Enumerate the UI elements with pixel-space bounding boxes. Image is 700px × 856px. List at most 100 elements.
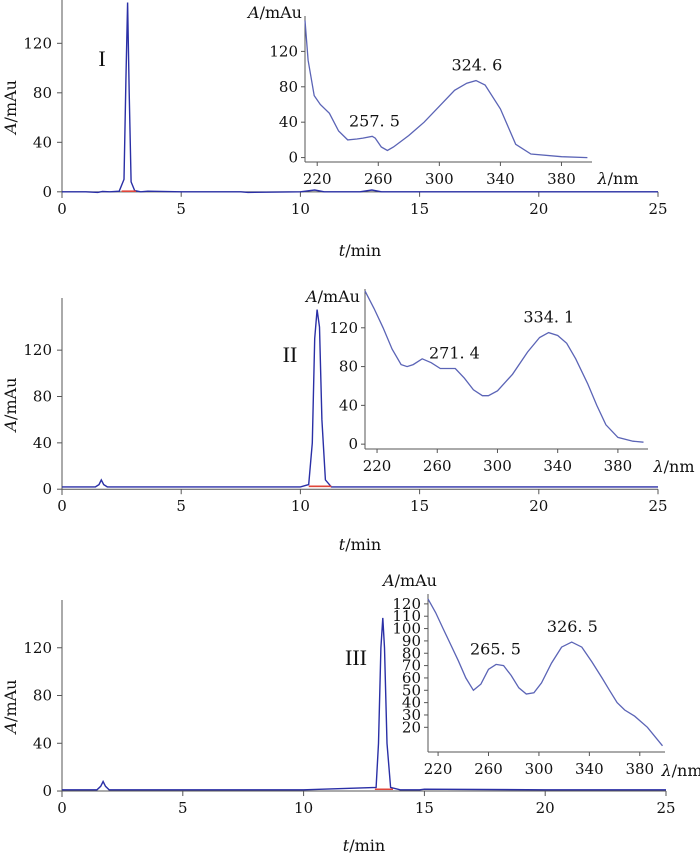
inset-y-axis-title: A/mAu: [246, 3, 302, 22]
x-tick-label: 25: [648, 497, 667, 515]
uv-spectrum-inset: 220 260 300 340 380 2030405060708090100110120…: [381, 571, 700, 780]
inset-y-axis-title-var: A: [304, 287, 318, 306]
x-tick-label: 5: [178, 799, 188, 817]
x-tick-label: 0: [57, 799, 67, 817]
inset-x-tick-label: 380: [547, 170, 576, 188]
inset-x-tick-label: 260: [474, 760, 503, 778]
inset-x-axis-title: λ/nm: [596, 169, 638, 188]
inset-y-tick-label: 20: [402, 718, 421, 736]
inset-x-tick-label: 380: [625, 760, 654, 778]
peak-label: III: [345, 645, 367, 670]
panel-I: 0 5 10 15 20 25 0 40 80 120 t/min A/mAu I 220 260 300 34…: [1, 0, 668, 260]
y-tick-label: 0: [42, 183, 52, 201]
x-tick-label: 5: [176, 200, 186, 218]
y-axis-title: A/mAu: [1, 680, 20, 736]
uv-spectrum-line: [427, 598, 664, 747]
inset-x-tick-label: 220: [424, 760, 453, 778]
y-tick-label: 40: [33, 734, 52, 752]
x-tick-label: 10: [294, 799, 313, 817]
inset-x-axis-title-var: λ: [596, 169, 607, 188]
uv-peak-label: 334. 1: [523, 308, 574, 327]
y-tick-label: 80: [33, 687, 52, 705]
uv-peak-label: 324. 6: [451, 56, 502, 75]
inset-x-tick-label: 380: [604, 457, 633, 475]
inset-x-tick-label: 340: [575, 760, 604, 778]
inset-x-tick-label: 300: [483, 457, 512, 475]
uv-spectrum-line: [364, 290, 644, 443]
y-tick-label: 40: [33, 434, 52, 452]
inset-y-tick-label: 0: [348, 435, 358, 453]
x-axis-title: t/min: [339, 535, 381, 554]
x-tick-label: 15: [410, 200, 429, 218]
inset-y-axis-title-unit: /mAu: [318, 287, 360, 306]
x-axis-title-unit: /min: [345, 241, 381, 260]
x-tick-label: 15: [410, 497, 429, 515]
x-tick-label: 10: [291, 497, 310, 515]
inset-x-tick-label: 300: [525, 760, 554, 778]
inset-y-tick-label: 40: [402, 694, 421, 712]
y-axis-title-var: A: [1, 122, 20, 136]
inset-y-axis-title-unit: /mAu: [260, 3, 302, 22]
y-axis-title-var: A: [1, 722, 20, 736]
y-tick-label: 120: [23, 34, 52, 52]
x-tick-label: 20: [529, 200, 548, 218]
y-axis-title-unit: /mAu: [1, 80, 20, 122]
inset-y-tick-label: 120: [392, 595, 421, 613]
inset-x-axis-title-var: λ: [660, 761, 671, 780]
uv-spectrum-inset: 220 260 300 340 380 0 40 80 120 A/mAu λ/nm 257. 5 32…: [246, 3, 639, 188]
inset-y-axis-title: A/mAu: [304, 287, 360, 306]
inset-y-tick-label: 90: [402, 632, 421, 650]
inset-x-tick-label: 260: [364, 170, 393, 188]
inset-y-tick-label: 80: [402, 644, 421, 662]
inset-x-axis-title-unit: /nm: [608, 169, 639, 188]
inset-y-tick-label: 60: [402, 669, 421, 687]
inset-x-axis-title-unit: /nm: [672, 761, 700, 780]
y-tick-label: 120: [23, 341, 52, 359]
y-tick-label: 0: [42, 782, 52, 800]
y-tick-label: 40: [33, 133, 52, 151]
inset-x-axis-title-unit: /nm: [664, 457, 695, 476]
inset-y-tick-label: 80: [339, 358, 358, 376]
inset-y-tick-label: 50: [402, 681, 421, 699]
uv-spectrum-line: [304, 20, 588, 159]
peak-label: II: [283, 342, 298, 367]
panel-II: 0 5 10 15 20 25 0 40 80 120 t/min A/mAu II 220 260 300 3…: [1, 287, 695, 554]
inset-x-axis-title: λ/nm: [660, 761, 700, 780]
inset-y-tick-label: 120: [329, 319, 358, 337]
uv-peak-label: 326. 5: [547, 617, 598, 636]
inset-y-axis-title-unit: /mAu: [395, 571, 437, 590]
y-axis-title-unit: /mAu: [1, 378, 20, 420]
uv-peak-label: 257. 5: [349, 111, 400, 130]
inset-y-tick-label: 110: [392, 607, 421, 625]
x-axis-title-var: t: [343, 836, 350, 855]
x-tick-label: 10: [291, 200, 310, 218]
x-tick-label: 20: [529, 497, 548, 515]
x-axis-title: t/min: [343, 836, 385, 855]
y-axis-title: A/mAu: [1, 378, 20, 434]
inset-x-tick-label: 220: [363, 457, 392, 475]
x-tick-label: 25: [656, 799, 675, 817]
y-tick-label: 80: [33, 388, 52, 406]
inset-x-tick-label: 220: [303, 170, 332, 188]
y-tick-label: 0: [42, 480, 52, 498]
inset-x-axis-title: λ/nm: [652, 457, 694, 476]
inset-y-tick-label: 100: [392, 620, 421, 638]
inset-y-tick-label: 30: [402, 706, 421, 724]
uv-peak-label: 271. 4: [429, 344, 480, 363]
y-tick-label: 120: [23, 639, 52, 657]
x-axis-title-var: t: [339, 241, 346, 260]
inset-x-axis-title-var: λ: [652, 457, 663, 476]
chromatogram-line: [62, 2, 658, 194]
x-axis-title-unit: /min: [349, 836, 385, 855]
inset-x-tick-label: 340: [486, 170, 515, 188]
x-tick-label: 0: [57, 497, 67, 515]
y-axis-title-var: A: [1, 420, 20, 434]
inset-y-tick-label: 0: [288, 149, 298, 167]
x-tick-label: 20: [536, 799, 555, 817]
x-tick-label: 15: [415, 799, 434, 817]
x-axis-title: t/min: [339, 241, 381, 260]
inset-y-tick-label: 120: [269, 42, 298, 60]
inset-x-tick-label: 300: [425, 170, 454, 188]
x-tick-label: 5: [176, 497, 186, 515]
